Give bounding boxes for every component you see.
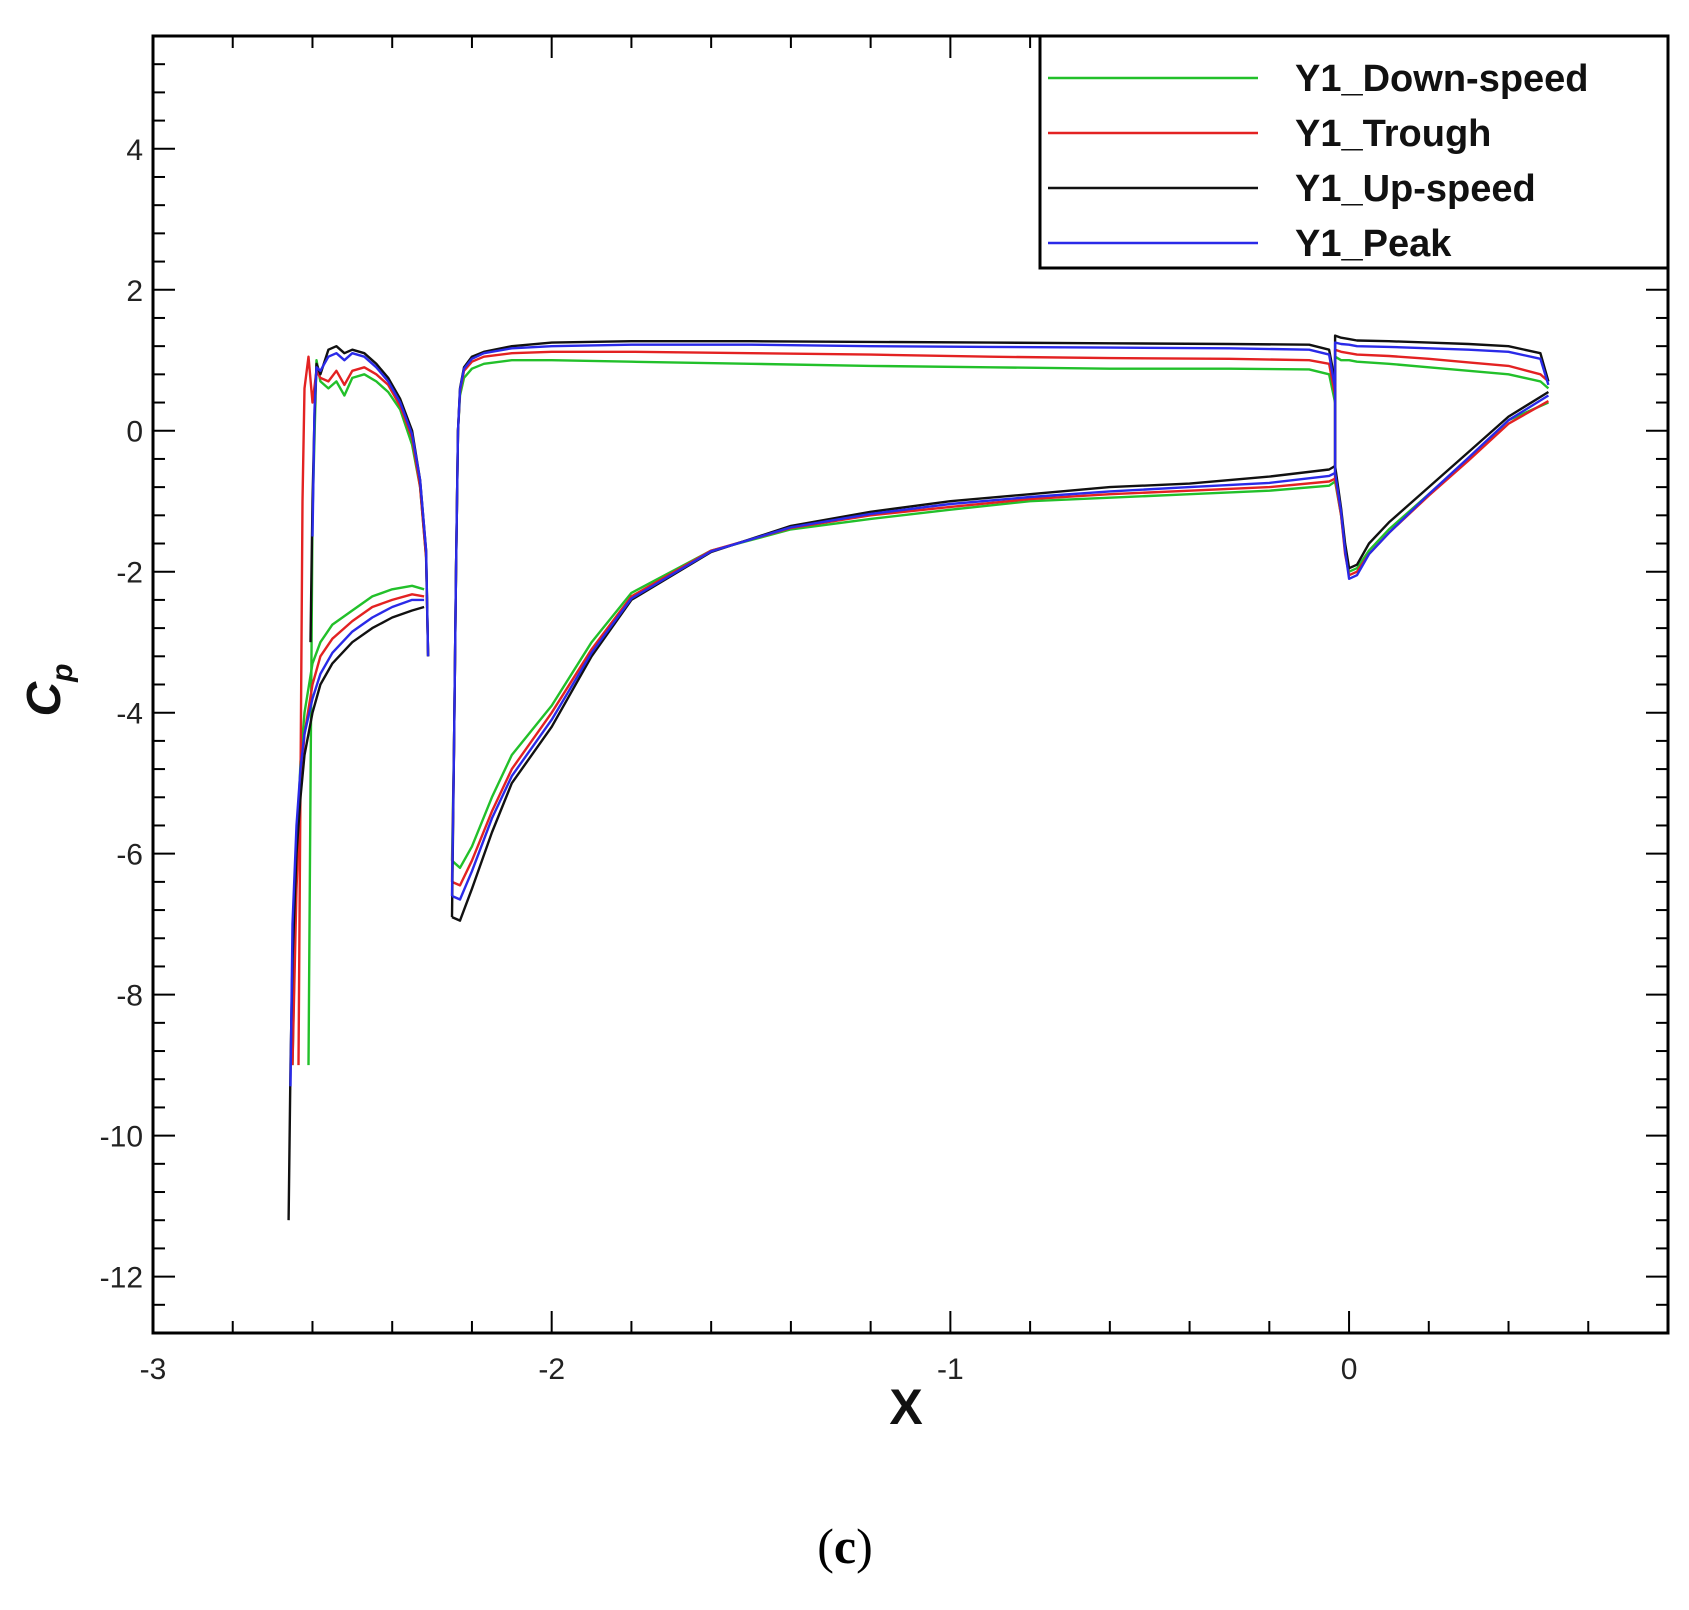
series-line (1333, 341, 1550, 473)
x-tick-label: 0 (1341, 1353, 1358, 1386)
panel-label-open: ( (817, 1518, 834, 1574)
series-line (450, 359, 1337, 861)
y-tick-label: -10 (100, 1121, 143, 1154)
axis-titles: X Cp (18, 664, 923, 1436)
panel-label-close: ) (856, 1518, 873, 1574)
legend-label: Y1_Trough (1295, 113, 1491, 155)
series-y1-peak (289, 341, 1550, 1087)
series-line (450, 340, 1337, 918)
x-tick-label: -2 (538, 1353, 565, 1386)
x-axis-title: X (889, 1379, 922, 1435)
y-tick-label: -4 (116, 698, 143, 731)
series-line (451, 471, 1336, 901)
x-tick-label: -3 (140, 1353, 167, 1386)
series-y1-up-speed (287, 334, 1550, 1221)
y-tick-label: -8 (116, 980, 143, 1013)
legend-label: Y1_Down-speed (1295, 58, 1589, 100)
legend-box (1038, 34, 1670, 270)
legend-label: Y1_Up-speed (1295, 168, 1536, 210)
x-tick-label: -1 (937, 1353, 964, 1386)
series-y1-trough (291, 348, 1550, 1066)
series-line (1333, 394, 1550, 580)
y-tick-label: 4 (126, 134, 143, 167)
y-tick-label: -12 (100, 1262, 143, 1295)
legend-label: Y1_Peak (1295, 223, 1452, 265)
series-line (451, 480, 1336, 869)
y-tick-label: -6 (116, 839, 143, 872)
series-line (307, 359, 430, 1066)
y-tick-label: 0 (126, 416, 143, 449)
series-line (289, 598, 425, 1087)
series-line (451, 477, 1336, 887)
y-axis-title-subscript: p (46, 664, 79, 683)
y-tick-label: -2 (116, 557, 143, 590)
y-tick-label: 2 (126, 275, 143, 308)
series-line (1333, 334, 1550, 466)
panel-label-letter: c (834, 1518, 856, 1574)
series-line (1333, 348, 1550, 479)
series-line (450, 350, 1337, 882)
series-line (451, 464, 1336, 922)
series-line (450, 343, 1337, 897)
y-axis-title-main: C (18, 681, 71, 717)
y-axis-title: Cp (18, 664, 79, 717)
plot-series (287, 334, 1550, 1221)
series-line (1333, 355, 1550, 482)
series-y1-down-speed (291, 355, 1550, 1066)
panel-label: (c) (817, 1518, 873, 1574)
series-line (297, 355, 430, 1066)
series-line (311, 352, 430, 657)
legend: Y1_Down-speed Y1_Trough Y1_Up-speed Y1_Peak (1038, 34, 1670, 270)
panel-label-text: (c) (817, 1518, 873, 1574)
